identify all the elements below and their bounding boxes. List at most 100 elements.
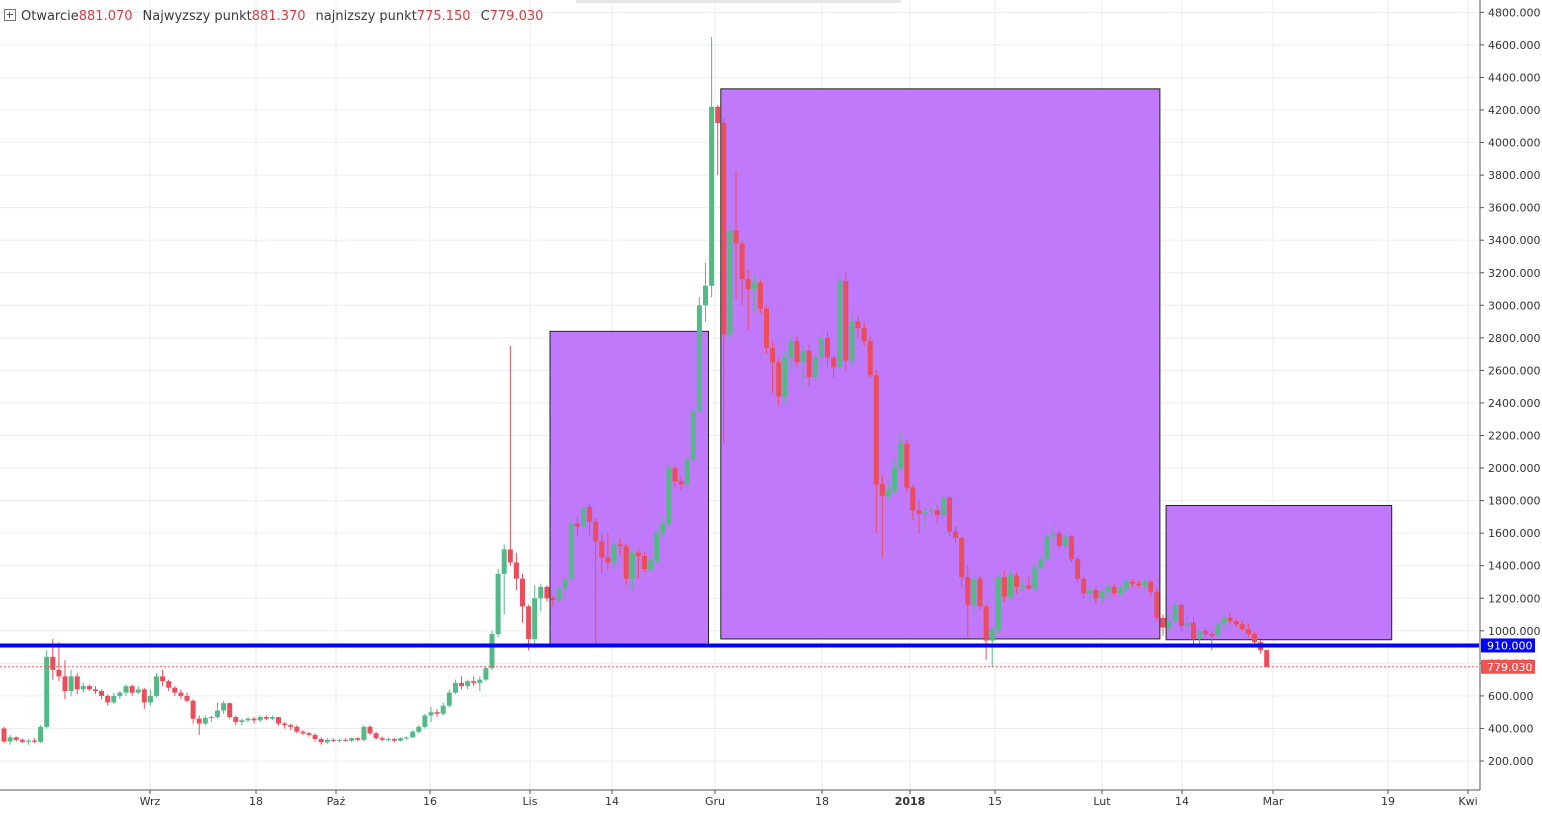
y-tick-label: 2800.000 — [1488, 332, 1541, 345]
expand-icon[interactable] — [4, 9, 16, 21]
y-axis-bg — [1480, 0, 1542, 813]
candle-body — [349, 738, 355, 741]
candle-body — [1093, 590, 1099, 599]
candle-body — [1154, 591, 1160, 618]
candle — [672, 466, 678, 488]
candle-body — [50, 656, 56, 670]
candle — [788, 334, 794, 371]
candle-body — [160, 676, 166, 682]
candle-body — [282, 723, 288, 726]
candle-body — [221, 703, 227, 711]
y-tick-label: 3000.000 — [1488, 299, 1541, 312]
y-tick-label: 3400.000 — [1488, 234, 1541, 247]
candle — [904, 440, 910, 493]
candle-body — [269, 717, 275, 719]
candle-body — [1221, 617, 1227, 625]
candle — [404, 736, 410, 740]
candle — [495, 568, 501, 638]
y-tick-label: 4800.000 — [1488, 6, 1541, 19]
candle-body — [446, 692, 452, 706]
candle-body — [489, 634, 495, 669]
candle — [93, 686, 98, 695]
candle-body — [947, 497, 952, 532]
x-tick-label: Lut — [1093, 795, 1111, 808]
candle — [251, 717, 257, 724]
candle-body — [843, 280, 849, 361]
candle — [147, 689, 153, 706]
candle-body — [1038, 559, 1044, 568]
candle — [154, 673, 159, 698]
candle-body — [544, 586, 550, 599]
y-tick-label: 1400.000 — [1488, 560, 1541, 573]
candle — [1215, 621, 1221, 639]
candle — [1117, 585, 1123, 597]
candle — [965, 565, 971, 638]
candle-body — [983, 606, 989, 641]
candle-body — [825, 337, 830, 358]
candle-body — [196, 718, 202, 724]
candle-body — [562, 578, 568, 589]
candle — [806, 344, 812, 387]
candle — [1001, 570, 1007, 602]
candle — [1026, 577, 1032, 591]
candle — [178, 689, 184, 700]
candle-body — [776, 362, 782, 397]
candle — [330, 738, 336, 743]
x-tick-label: 19 — [1381, 795, 1395, 808]
candle-body — [74, 676, 80, 690]
candle — [599, 533, 605, 574]
candle-body — [86, 686, 92, 690]
candle — [1081, 575, 1087, 599]
candle — [105, 694, 111, 706]
candle — [1148, 580, 1154, 597]
open-value: 881.070 — [78, 9, 133, 24]
candle-body — [1111, 586, 1117, 594]
candle-body — [7, 737, 13, 742]
x-tick-label: Wrz — [140, 795, 161, 808]
candle-body — [123, 686, 129, 693]
candle — [501, 544, 507, 615]
candle-body — [361, 726, 367, 740]
y-tick-label: 4000.000 — [1488, 137, 1541, 150]
candle-body — [300, 731, 306, 734]
candle — [959, 536, 965, 587]
candle-body — [1178, 604, 1184, 626]
candle-body — [867, 341, 873, 376]
candle-body — [654, 533, 660, 561]
y-tick-label: 1000.000 — [1488, 625, 1541, 638]
y-tick-label: 3800.000 — [1488, 169, 1541, 182]
candle-body — [452, 682, 458, 693]
candle — [922, 507, 928, 530]
candle — [977, 575, 983, 610]
candle-body — [1008, 575, 1013, 597]
candle-body — [617, 544, 623, 547]
x-tick-label: Gru — [705, 795, 725, 808]
candle — [1264, 650, 1270, 668]
candle — [855, 315, 861, 338]
candle-body — [202, 717, 208, 724]
candle-body — [861, 328, 867, 342]
candle-body — [306, 733, 312, 735]
x-tick-label: Kwi — [1458, 795, 1477, 808]
candle-body — [806, 350, 812, 377]
candle — [1123, 578, 1129, 592]
candle — [727, 223, 733, 342]
candle — [1245, 624, 1251, 638]
candle — [837, 272, 843, 371]
candle — [1154, 588, 1160, 622]
candle — [416, 725, 422, 734]
candle-body — [385, 739, 391, 741]
y-tick-label: 2600.000 — [1488, 364, 1541, 377]
candle-body — [25, 740, 31, 742]
candle-body — [477, 679, 483, 683]
candle — [1160, 614, 1166, 636]
candle — [751, 274, 757, 312]
candle — [343, 738, 349, 742]
candle — [1105, 583, 1111, 599]
candle-body — [1075, 559, 1081, 579]
highlight-boxes — [549, 88, 1393, 646]
candle — [1172, 601, 1178, 625]
candle — [1227, 612, 1233, 625]
